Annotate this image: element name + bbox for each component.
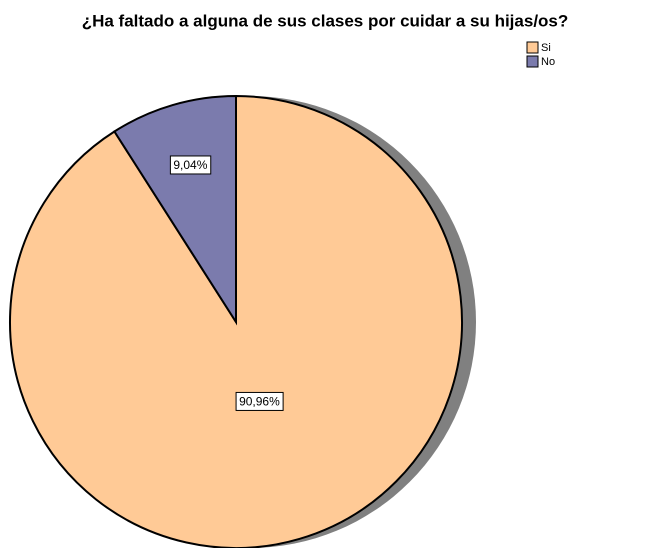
data-label-box (235, 391, 284, 411)
legend-swatch (526, 55, 539, 68)
data-label: 9,04% (173, 158, 207, 172)
legend-swatch (526, 41, 539, 54)
chart-title: ¿Ha faltado a alguna de sus clases por c… (82, 11, 569, 30)
legend-label: Si (541, 42, 551, 54)
legend-label: No (541, 56, 555, 68)
data-label: 90,96% (239, 394, 280, 408)
pie-slice (113, 94, 237, 326)
data-label-box (169, 155, 212, 175)
